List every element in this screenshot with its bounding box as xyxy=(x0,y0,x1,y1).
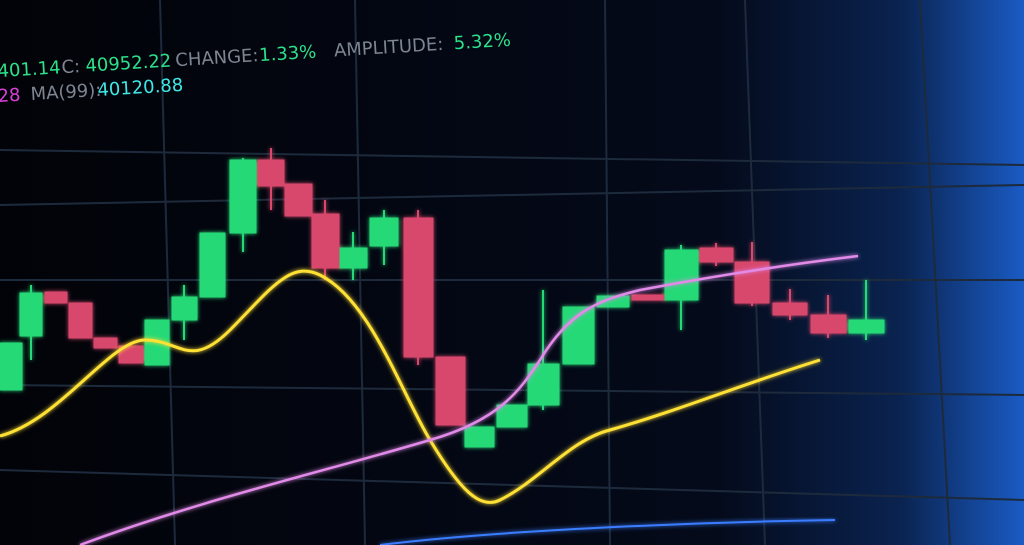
candles xyxy=(0,148,885,448)
ticker-row-2: 28 MA(99): 40120.88 xyxy=(0,75,184,107)
ticker-value: 5.32% xyxy=(453,30,511,54)
ma-line-pink xyxy=(79,254,859,545)
ticker-value: 401.14 xyxy=(0,57,61,82)
ticker-label: C: xyxy=(61,56,81,78)
ticker-value: 28 xyxy=(0,85,21,107)
ticker-row-1: 401.14 C: 40952.22 CHANGE: 1.33% AMPLITU… xyxy=(0,30,512,82)
ma-line-blue xyxy=(379,519,836,545)
ticker-label: MA(99): xyxy=(30,80,102,105)
ticker-value: 40120.88 xyxy=(97,75,184,101)
ticker-label: CHANGE: xyxy=(175,45,259,71)
ticker-value: 1.33% xyxy=(259,42,317,66)
ma-line-yellow xyxy=(0,269,821,504)
ticker-value: 40952.22 xyxy=(85,51,172,77)
